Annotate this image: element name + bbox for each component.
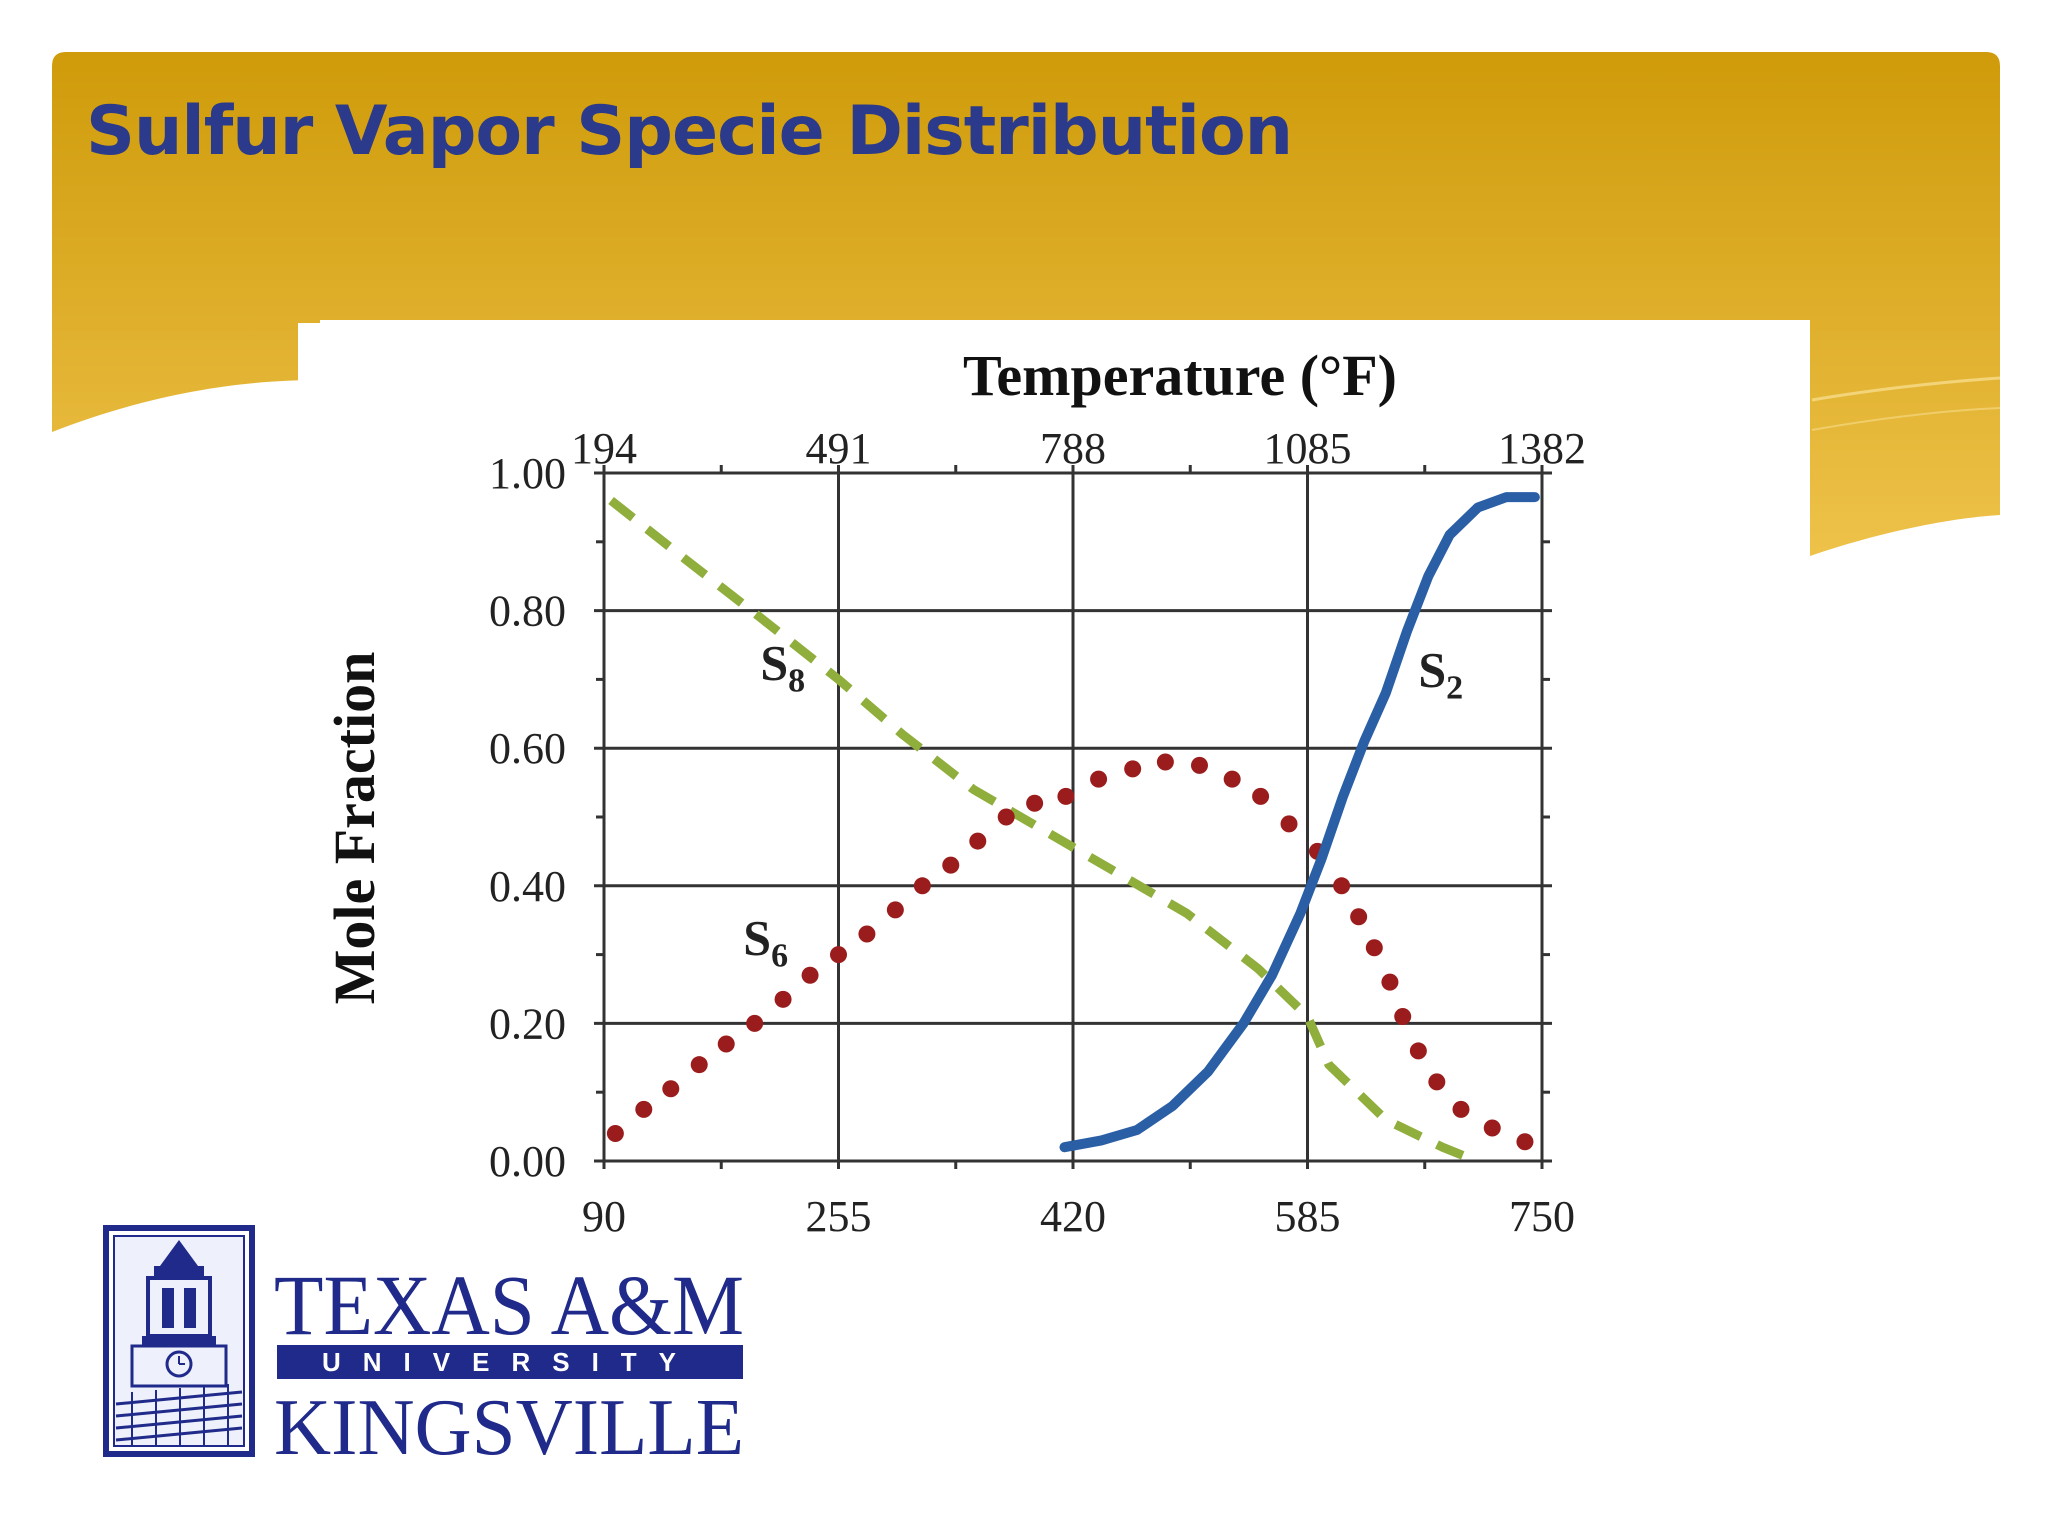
top-tick-label: 491 — [806, 424, 872, 473]
series-layer — [606, 492, 1540, 1166]
series-label-main: S — [760, 634, 788, 690]
banner-swoosh-2 — [1811, 407, 2001, 431]
series-s6-point — [717, 1035, 735, 1053]
label-layer: 90 255 420 585 750 194 491 788 1085 1382 0.00 0.20 0… — [489, 424, 1586, 1241]
series-s6-point — [942, 856, 960, 874]
logo-university-band — [277, 1345, 743, 1379]
series-s6-point — [1350, 908, 1368, 926]
y-tick-label: 0.80 — [489, 587, 566, 636]
series-s6-point — [1409, 1042, 1427, 1060]
series-label-subscript: 6 — [771, 938, 788, 975]
slide-title: Sulfur Vapor Specie Distribution — [86, 92, 1293, 171]
x-tick-label: 585 — [1275, 1192, 1341, 1241]
series-s2-line — [1059, 492, 1540, 1153]
grid-layer — [594, 465, 1552, 1169]
x-tick-label: 420 — [1040, 1192, 1106, 1241]
y-tick-label: 0.20 — [489, 999, 566, 1048]
series-s8-label: S8 — [760, 634, 805, 699]
x-tick-label: 255 — [806, 1192, 872, 1241]
series-label-main: S — [743, 910, 771, 966]
y-tick-label: 0.00 — [489, 1137, 566, 1186]
series-s6-point — [1452, 1100, 1470, 1118]
series-s6-point — [801, 966, 819, 984]
series-s6-point — [1333, 877, 1351, 895]
series-s6-point — [858, 925, 876, 943]
banner-swoosh — [1811, 376, 2001, 402]
series-s6-point — [997, 808, 1015, 826]
x-tick-label: 750 — [1509, 1192, 1575, 1241]
top-tick-label: 1382 — [1498, 424, 1586, 473]
series-s6-point — [830, 946, 847, 964]
y-tick-label: 1.00 — [489, 449, 566, 498]
series-s6-point — [1381, 973, 1399, 991]
series-s6-point — [1156, 753, 1174, 771]
banner-shape — [52, 52, 2000, 556]
university-logo: TEXAS A&M UNIVERSITY KINGSVILLE — [102, 1222, 762, 1462]
series-s6-point — [746, 1014, 764, 1032]
title-banner — [52, 52, 2001, 556]
logo-line-kingsville: KINGSVILLE — [274, 1384, 744, 1462]
top-axis-label: Temperature (°F) — [963, 343, 1397, 408]
series-s2-label: S2 — [1418, 641, 1463, 706]
chart: 90 255 420 585 750 194 491 788 1085 1382 0.00 0.20 0… — [322, 343, 1586, 1241]
series-s6-point — [1190, 756, 1208, 774]
series-s6-point — [1394, 1008, 1412, 1026]
series-s6-point — [1057, 787, 1075, 805]
logo-line-university: UNIVERSITY — [322, 1347, 698, 1377]
series-s6-point — [1280, 815, 1298, 833]
series-s6-point — [1516, 1133, 1534, 1151]
series-s6-point — [1090, 770, 1108, 788]
series-s6-point — [690, 1056, 708, 1074]
series-s6-label: S6 — [743, 910, 788, 975]
series-s6-point — [1252, 787, 1270, 805]
series-label-main: S — [1418, 641, 1446, 697]
series-s6-point — [774, 990, 792, 1008]
series-label-subscript: 2 — [1446, 669, 1463, 706]
series-s6-point — [969, 832, 987, 850]
x-tick-label: 90 — [582, 1192, 626, 1241]
series-s6-point — [635, 1100, 653, 1118]
series-s6-point — [1483, 1119, 1501, 1137]
y-tick-label: 0.60 — [489, 724, 566, 773]
top-tick-label: 788 — [1040, 424, 1106, 473]
series-s6-point — [1223, 770, 1241, 788]
chart-panel: 90 255 420 585 750 194 491 788 1085 1382 0.00 0.20 0… — [298, 323, 1810, 1243]
series-s8-line — [608, 496, 1479, 1166]
series-s6-point — [913, 877, 931, 895]
series-s6-point — [662, 1080, 680, 1098]
series-s6-point — [886, 901, 904, 919]
series-s6-point — [606, 1124, 624, 1142]
series-s6-point — [1428, 1073, 1446, 1091]
series-label-subscript: 8 — [788, 662, 805, 699]
college-tower-seal-icon — [103, 1225, 255, 1457]
top-tick-label: 194 — [571, 424, 637, 473]
top-tick-label: 1085 — [1264, 424, 1352, 473]
y-axis-label: Mole Fraction — [322, 652, 387, 1005]
series-s6-point — [1365, 939, 1383, 957]
series-s6-point — [1026, 794, 1044, 812]
logo-line-texas-am: TEXAS A&M — [274, 1257, 744, 1353]
series-s6-point — [1124, 760, 1142, 778]
y-tick-label: 0.40 — [489, 862, 566, 911]
